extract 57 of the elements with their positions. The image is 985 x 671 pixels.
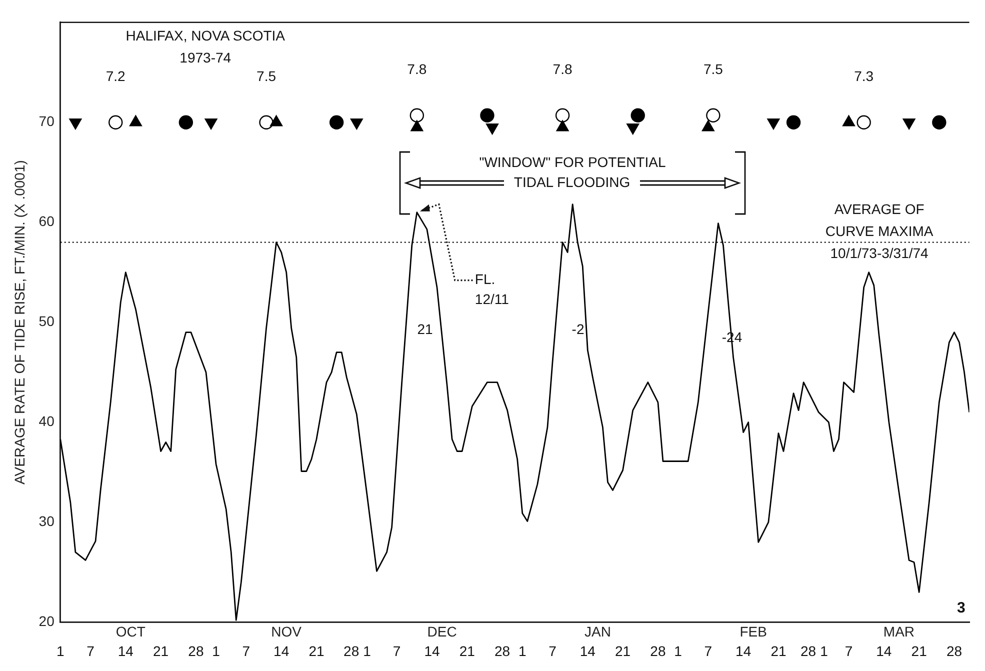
- x-tick-label: 1: [363, 642, 372, 659]
- annotation: FL. 12/11: [474, 271, 510, 308]
- x-tick-label: 21: [911, 642, 928, 659]
- annotation: 3: [956, 599, 966, 616]
- x2-tick-label: DEC: [427, 623, 457, 640]
- annotation: -2: [572, 320, 584, 337]
- x2-tick-label: OCT: [116, 623, 146, 640]
- x-tick-label: 28: [946, 642, 962, 659]
- x-tick-label: 1: [518, 642, 526, 659]
- x-tick-label: 7: [704, 642, 712, 659]
- x2-tick-label: MAR: [883, 623, 915, 640]
- annotation: 7.3: [854, 68, 874, 84]
- annotation: 7.5: [703, 61, 724, 78]
- annotation: 7.8: [552, 61, 572, 78]
- y-tick-label: 60: [38, 213, 55, 230]
- y-tick-label: 70: [38, 113, 55, 130]
- x2-tick-label: JAN: [584, 623, 611, 640]
- annotation: 7.2: [106, 68, 126, 84]
- x-tick-label: 7: [392, 642, 401, 659]
- annotation: 7.5: [256, 68, 276, 84]
- annotation: 21: [417, 320, 433, 337]
- ref-line-label: AVERAGE OF CURVE MAXIMA 10/1/73-3/31/74: [825, 201, 934, 262]
- y-axis-title: AVERAGE RATE OF TIDE RISE, FT./MIN. (X .0001): [11, 160, 28, 485]
- chart-title: HALIFAX, NOVA SCOTIA: [126, 27, 286, 44]
- x-tick-label: 1: [674, 642, 682, 659]
- x-tick-label: 14: [118, 642, 134, 659]
- x-tick-label: 21: [459, 642, 476, 659]
- annotation: "WINDOW" FOR POTENTIAL TIDAL FLOODING: [479, 154, 666, 190]
- x-tick-label: 7: [844, 642, 853, 659]
- x-tick-label: 1: [56, 642, 64, 659]
- text: 1973-74: [180, 49, 232, 66]
- x2-tick-label: NOV: [271, 623, 302, 640]
- x-tick-label: 21: [615, 642, 631, 659]
- x-tick-label: 21: [770, 642, 786, 659]
- x-tick-label: 14: [580, 642, 596, 659]
- x-tick-label: 28: [188, 642, 204, 659]
- x-tick-label: 14: [274, 642, 290, 659]
- x-tick-label: 7: [242, 642, 250, 659]
- x-tick-label: 14: [424, 642, 440, 659]
- x-tick-label: 21: [153, 642, 169, 659]
- x-tick-label: 28: [650, 642, 666, 659]
- annotation: 7.8: [407, 61, 427, 78]
- y-tick-label: 50: [38, 313, 55, 330]
- x-tick-label: 28: [800, 642, 816, 659]
- x-tick-label: 7: [548, 642, 557, 659]
- x2-tick-label: FEB: [740, 623, 767, 640]
- y-tick-label: 20: [38, 613, 55, 630]
- y-tick-label: 30: [38, 513, 55, 530]
- x-tick-label: 1: [212, 642, 220, 659]
- x-tick-label: 7: [86, 642, 95, 659]
- x-tick-label: 1: [820, 642, 828, 659]
- y-tick-label: 40: [38, 413, 55, 430]
- x-tick-label: 28: [494, 642, 510, 659]
- x-tick-label: 28: [344, 642, 360, 659]
- x-tick-label: 21: [308, 642, 324, 659]
- x-tick-label: 14: [736, 642, 752, 659]
- x-tick-label: 14: [876, 642, 892, 659]
